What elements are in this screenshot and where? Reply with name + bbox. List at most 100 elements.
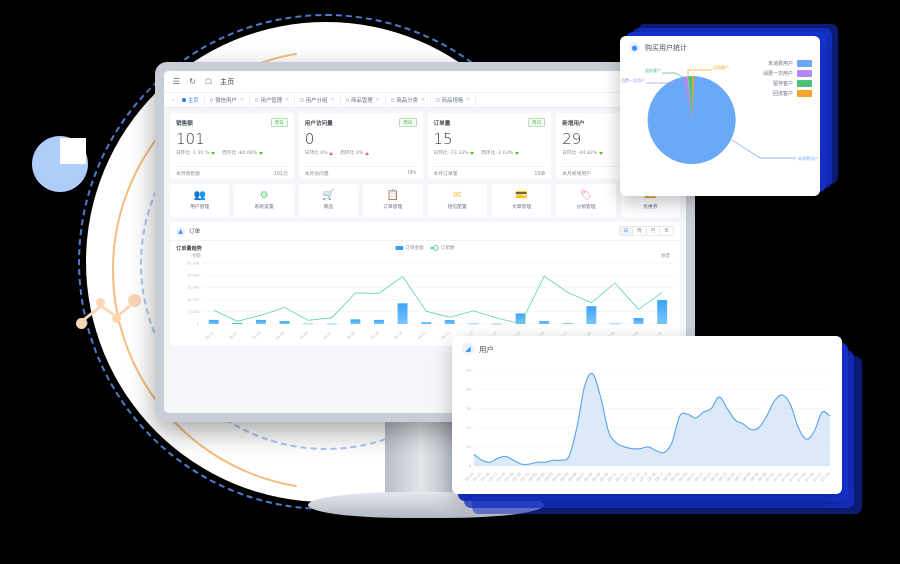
tab-6[interactable]: 商品规格 ✕	[431, 94, 477, 106]
shortcut-card[interactable]: 💳 文章管理	[491, 184, 552, 217]
svg-text:06-21: 06-21	[653, 331, 663, 341]
tab-scroll-left-icon[interactable]: ‹	[172, 96, 175, 104]
shortcut-gear[interactable]: ⚙ 系统设置	[234, 184, 294, 217]
pie-legend-label: 未消费用户	[767, 61, 793, 67]
tab-3[interactable]: 用户分组 ✕	[295, 94, 341, 106]
order-chart[interactable]: 0 5,000 10,000 15,000 20,000 25,000 06-02 06-03…	[176, 259, 686, 344]
range-option-年[interactable]: 年	[664, 229, 669, 234]
shortcut-cart[interactable]: 🛒 商品	[298, 184, 359, 217]
legend-item-amount[interactable]: 订单金额	[395, 245, 424, 251]
legend-bar-swatch	[395, 246, 404, 250]
tab-5[interactable]: 商品分类 ✕	[386, 94, 432, 106]
user-area-fill	[474, 373, 830, 466]
menu-icon[interactable]: ☰	[172, 76, 181, 86]
shortcut-envelope[interactable]: ✉ 短信配置	[427, 184, 487, 217]
stat-title: 销售额	[176, 120, 193, 127]
svg-text:06-08: 06-08	[583, 471, 594, 482]
callout-text-once: 消费一次用户	[621, 77, 645, 83]
user-area-chart[interactable]: 0 10 20 30 40 50 05-2405-2505-2605-2705-2805-2…	[452, 364, 842, 492]
refresh-icon[interactable]: ↻	[189, 76, 196, 86]
chart-icon: ▲	[176, 226, 185, 236]
svg-text:06-24: 06-24	[710, 471, 721, 482]
shortcut-clipboard[interactable]: 📋 订单管理	[363, 184, 423, 217]
stat-deltas: 日环比 -73.33% 周环比 -2.63%	[434, 150, 546, 156]
stat-foot-label: 本月销售额	[176, 171, 200, 177]
shortcut-row: 👥用户管理⚙系统设置🛒商品📋订单管理✉短信配置💳文章管理🏷分销管理🎫优惠券	[170, 184, 680, 217]
svg-text:10,000: 10,000	[187, 298, 199, 302]
svg-text:07-03: 07-03	[781, 472, 791, 482]
svg-text:06-13: 06-13	[623, 472, 633, 482]
pie-legend-item-3[interactable]: 回流客户	[773, 90, 812, 97]
svg-text:06-10: 06-10	[393, 331, 403, 341]
tab-label: 商品管理	[351, 98, 373, 104]
tab-2[interactable]: 用户管理 ✕	[250, 94, 296, 106]
range-option-日[interactable]: 日	[619, 227, 634, 235]
trend-down-icon	[258, 151, 263, 155]
shortcut-label: 商品	[323, 205, 334, 211]
shortcut-label: 系统设置	[254, 205, 274, 211]
svg-text:06-06: 06-06	[299, 331, 309, 341]
shortcut-users[interactable]: 👥 用户管理	[170, 184, 230, 217]
cart-icon: 🛒	[322, 189, 335, 201]
home-icon[interactable]: ☖	[204, 76, 213, 86]
close-icon[interactable]: ✕	[420, 97, 426, 103]
pie-chart[interactable]: 回流客户 留存客户 消费一次用户 未消费用户	[620, 62, 820, 194]
svg-text:06-05: 06-05	[275, 331, 285, 341]
dashboard-page: 销售额 周日 101 日环比 -1.91 % 周环比 -80.69% 本月销售额 101元用…	[164, 108, 686, 413]
tab-4[interactable]: 商品管理 ✕	[341, 94, 386, 106]
svg-text:06-07: 06-07	[322, 331, 332, 341]
pie-legend-item-0[interactable]: 未消费用户	[768, 60, 812, 67]
bar-0	[208, 319, 219, 324]
close-icon[interactable]: ✕	[239, 97, 244, 103]
bar-13	[515, 313, 526, 324]
svg-text:06-12: 06-12	[440, 331, 450, 341]
bar-8	[397, 303, 408, 324]
tab-0[interactable]: 主页	[177, 94, 205, 106]
svg-text:05-30: 05-30	[512, 471, 523, 482]
close-icon[interactable]: ✕	[330, 97, 335, 103]
order-chart-subtitle: 订单量趋势	[176, 246, 202, 252]
svg-text:06-03: 06-03	[544, 472, 554, 482]
bar-17	[610, 323, 620, 325]
stat-title: 订单量	[433, 120, 451, 127]
shortcut-label: 用户管理	[190, 205, 210, 211]
svg-text:06-02: 06-02	[536, 472, 546, 482]
tab-label: 商品规格	[441, 98, 464, 104]
pie-legend-item-1[interactable]: 消费一次用户	[763, 70, 812, 77]
bar-15	[562, 323, 573, 324]
svg-text:05-27: 05-27	[488, 472, 498, 482]
svg-text:40: 40	[466, 388, 471, 392]
bar-2	[256, 319, 266, 324]
close-icon[interactable]: ✕	[285, 97, 290, 103]
svg-text:05-28: 05-28	[496, 471, 507, 482]
pie-legend-item-2[interactable]: 留存客户	[773, 80, 812, 87]
legend-item-count[interactable]: 订单数	[430, 245, 455, 251]
pie-panel: ● 购买用户统计 未消费用户 消费一次用户 留存客户 回流客户 回流客户 留存客户 消…	[620, 36, 820, 196]
range-selector[interactable]: 日周月年	[618, 226, 674, 236]
svg-text:05-25: 05-25	[472, 472, 482, 482]
axis-label-left: 金额	[192, 254, 201, 259]
tab-1[interactable]: 微信用户 ✕	[205, 94, 250, 106]
bar-16	[586, 306, 597, 324]
close-icon[interactable]: ✕	[375, 97, 380, 103]
range-option-月[interactable]: 月	[647, 227, 661, 235]
order-count-line	[213, 275, 663, 325]
svg-text:06-15: 06-15	[511, 331, 521, 341]
users-icon: 👥	[193, 189, 206, 201]
svg-text:06-05: 06-05	[559, 472, 569, 482]
tab-label: 商品分类	[396, 98, 418, 104]
stat-value: 101	[176, 130, 205, 148]
svg-text:5,000: 5,000	[189, 310, 199, 314]
browser-chrome: ☰ ↻ ☖ 主页 搜索	[164, 71, 686, 93]
tab-dot-icon	[345, 98, 350, 102]
stat-value: 15	[433, 130, 453, 148]
tab-label: 微信用户	[215, 98, 237, 104]
svg-text:06-07: 06-07	[575, 472, 585, 482]
page-title: 主页	[220, 77, 235, 86]
close-icon[interactable]: ✕	[466, 97, 471, 103]
svg-text:07-07: 07-07	[813, 472, 823, 482]
svg-text:06-18: 06-18	[582, 331, 592, 341]
range-option-周[interactable]: 周	[633, 227, 647, 235]
shortcut-tag[interactable]: 🏷 分销管理	[556, 184, 616, 217]
stat-badge: 周日	[399, 118, 417, 127]
